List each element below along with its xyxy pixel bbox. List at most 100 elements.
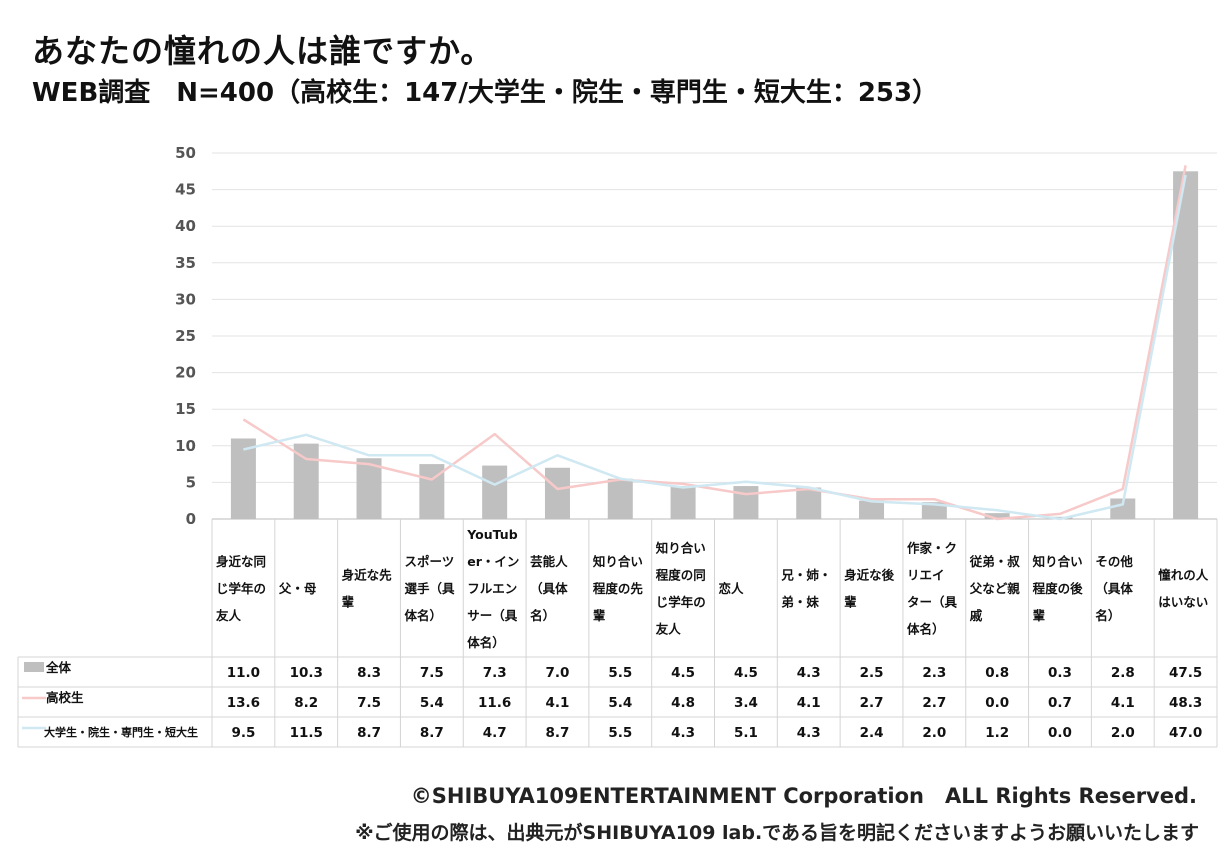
- data-value-label: 4.7: [483, 725, 507, 741]
- data-value-label: 2.0: [922, 725, 946, 741]
- bar: [1110, 498, 1136, 519]
- bar: [670, 486, 696, 519]
- category-label: 兄・姉・: [780, 568, 831, 583]
- bar: [544, 467, 570, 519]
- y-tick-label: 50: [175, 144, 196, 162]
- data-value-label: 8.7: [420, 725, 444, 741]
- category-label: 知り合い: [655, 541, 706, 556]
- bar: [859, 500, 885, 519]
- data-value-label: 2.7: [922, 695, 946, 711]
- category-label: 恋人: [719, 581, 745, 596]
- data-value-label: 3.4: [734, 695, 758, 711]
- legend-label: 全体: [45, 660, 72, 675]
- data-value-label: 0.0: [1048, 725, 1072, 741]
- category-label: 友人: [655, 622, 682, 637]
- category-label: 友人: [215, 608, 242, 623]
- copyright-notice: ©SHIBUYA109ENTERTAINMENT Corporation ALL…: [410, 784, 1197, 808]
- y-tick-label: 40: [175, 217, 196, 235]
- category-label: （具体: [530, 581, 568, 596]
- category-label: er・イン: [467, 554, 519, 569]
- y-tick-label: 10: [175, 437, 196, 455]
- y-tick-label: 0: [186, 510, 196, 528]
- data-value-label: 11.0: [227, 665, 260, 681]
- y-tick-label: 45: [175, 181, 196, 199]
- data-value-label: 5.5: [608, 725, 632, 741]
- y-tick-label: 25: [175, 327, 196, 345]
- category-label: じ学年の: [216, 581, 266, 596]
- data-value-label: 7.5: [420, 665, 444, 681]
- data-value-label: 7.0: [546, 665, 570, 681]
- data-value-label: 7.3: [483, 665, 507, 681]
- legend-label: 高校生: [46, 690, 84, 705]
- category-label: 父など親: [969, 581, 1021, 596]
- data-value-label: 0.8: [985, 665, 1009, 681]
- data-value-label: 2.3: [922, 665, 946, 681]
- bar: [482, 465, 508, 519]
- category-label: 身近な先: [342, 568, 393, 583]
- category-label: （具体: [1095, 581, 1133, 596]
- bar: [607, 478, 633, 519]
- category-label: 程度の同: [656, 568, 706, 583]
- data-value-label: 4.1: [797, 695, 821, 711]
- data-value-label: 4.1: [1111, 695, 1135, 711]
- category-label: フルエン: [467, 581, 517, 596]
- y-tick-label: 5: [186, 473, 196, 491]
- category-label: 体名）: [467, 635, 505, 650]
- data-value-label: 0.0: [985, 695, 1009, 711]
- bar: [356, 458, 382, 519]
- category-label: 芸能人: [530, 554, 568, 569]
- category-label: スポーツ: [404, 554, 454, 569]
- category-label: 知り合い: [592, 554, 643, 569]
- data-value-label: 2.5: [860, 665, 884, 681]
- category-label: 弟・妹: [781, 595, 819, 610]
- data-value-label: 1.2: [985, 725, 1009, 741]
- category-label: 体名）: [907, 622, 945, 637]
- category-label: 程度の先: [593, 581, 644, 596]
- data-value-label: 8.7: [546, 725, 570, 741]
- category-label: その他: [1095, 554, 1133, 569]
- data-value-label: 5.4: [420, 695, 444, 711]
- category-label: 輩: [342, 595, 355, 610]
- bar: [921, 502, 947, 519]
- data-value-label: 9.5: [231, 725, 255, 741]
- data-value-label: 4.5: [734, 665, 758, 681]
- data-value-label: 4.3: [797, 665, 821, 681]
- data-value-label: 4.1: [546, 695, 570, 711]
- data-value-label: 2.7: [860, 695, 884, 711]
- data-value-label: 11.5: [290, 725, 323, 741]
- chart-title: あなたの憧れの人は誰ですか。: [32, 32, 494, 70]
- data-value-label: 5.1: [734, 725, 758, 741]
- data-value-label: 4.3: [797, 725, 821, 741]
- data-value-label: 8.2: [294, 695, 318, 711]
- data-value-label: 2.4: [860, 725, 884, 741]
- category-label: 選手（具: [404, 581, 455, 596]
- data-value-label: 10.3: [290, 665, 323, 681]
- category-label: サー（具: [467, 608, 518, 623]
- category-label: 従弟・叔: [969, 554, 1021, 569]
- data-value-label: 4.3: [671, 725, 695, 741]
- category-label: 輩: [1033, 608, 1046, 623]
- y-tick-label: 15: [175, 400, 196, 418]
- category-label: 輩: [593, 608, 606, 623]
- data-value-label: 5.5: [608, 665, 632, 681]
- category-label: 身近な後: [844, 568, 895, 583]
- data-value-label: 8.7: [357, 725, 381, 741]
- series-line-1: [242, 165, 1187, 521]
- category-label: 名）: [1095, 608, 1120, 623]
- bar: [796, 487, 822, 519]
- legend-label: 大学生・院生・専門生・短大生: [44, 725, 198, 739]
- legend-key-bar: [24, 662, 44, 672]
- y-tick-label: 20: [175, 364, 196, 382]
- data-value-label: 0.3: [1048, 665, 1072, 681]
- category-label: 戚: [970, 608, 983, 623]
- chart-subtitle: WEB調査 N=400（高校生：147/大学生・院生・専門生・短大生：253）: [32, 78, 939, 108]
- bar: [984, 513, 1010, 519]
- data-value-label: 47.0: [1169, 725, 1202, 741]
- data-value-label: 2.8: [1111, 665, 1135, 681]
- data-value-label: 11.6: [478, 695, 511, 711]
- data-value-label: 0.7: [1048, 695, 1072, 711]
- data-value-label: 2.0: [1111, 725, 1135, 741]
- y-tick-label: 35: [175, 254, 196, 272]
- bar: [293, 443, 319, 519]
